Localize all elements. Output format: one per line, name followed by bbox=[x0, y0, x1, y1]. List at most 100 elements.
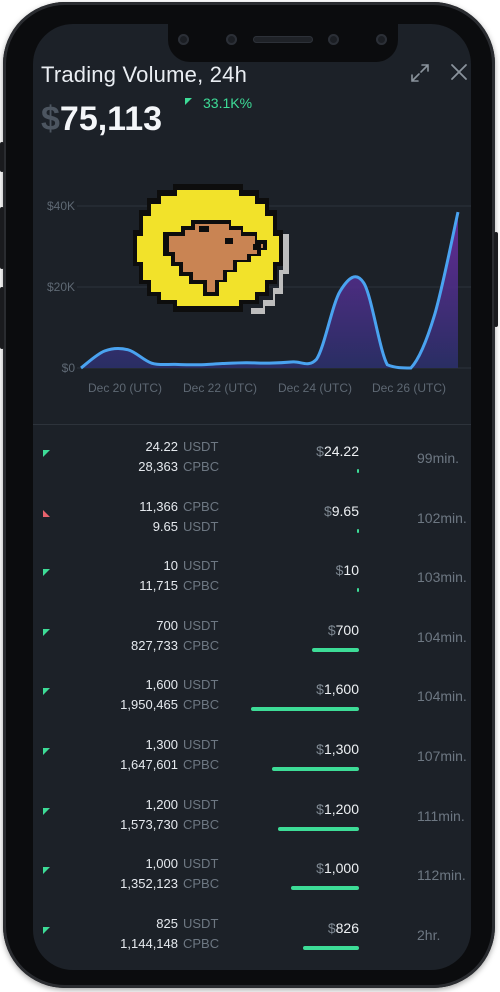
expand-icon[interactable] bbox=[409, 62, 431, 84]
trade-usd-value: $826 bbox=[328, 920, 359, 936]
top-unit: USDT bbox=[183, 558, 219, 574]
buy-arrow-icon bbox=[43, 867, 51, 875]
trade-size-bar bbox=[357, 528, 359, 533]
volume-chart: $40K $20K $0 Dec 20 (UTC) Dec 22 (UTC) Dec 2… bbox=[47, 199, 471, 395]
bottom-value: 1,950,465 bbox=[120, 697, 178, 713]
trade-usd-value: $1,000 bbox=[316, 860, 359, 876]
change-up-icon bbox=[185, 98, 192, 105]
close-icon[interactable] bbox=[449, 62, 469, 82]
buy-arrow-icon bbox=[43, 569, 51, 577]
usd-amount: 10 bbox=[343, 562, 359, 579]
x-tick-label: Dec 20 (UTC) bbox=[88, 381, 162, 395]
usd-amount: 1,600 bbox=[323, 681, 359, 698]
bottom-value: 1,144,148 bbox=[120, 935, 178, 951]
top-value: 11,366 bbox=[139, 498, 178, 514]
usd-amount: 9.65 bbox=[331, 502, 359, 519]
trade-bottom-amount: 1,352,123 CPBC bbox=[120, 876, 220, 892]
trade-time: 102min. bbox=[417, 509, 467, 526]
usd-symbol: $ bbox=[323, 502, 332, 519]
trade-time: 2hr. bbox=[417, 926, 441, 943]
front-camera-icon bbox=[376, 34, 387, 45]
trade-size-bar bbox=[357, 588, 359, 593]
y-tick-label: $20K bbox=[47, 280, 75, 294]
trade-time: 104min. bbox=[417, 628, 467, 645]
volume-up-button bbox=[0, 207, 4, 269]
bottom-value: 1,573,730 bbox=[120, 816, 178, 832]
trade-top-amount: 10 USDT bbox=[163, 558, 219, 574]
usd-symbol: $ bbox=[335, 562, 344, 579]
trade-time: 111min. bbox=[417, 807, 465, 824]
trade-time: 112min. bbox=[417, 867, 466, 884]
top-value: 1,000 bbox=[145, 856, 178, 872]
buy-arrow-icon bbox=[43, 807, 51, 816]
usd-amount: 700 bbox=[335, 621, 359, 638]
buy-arrow-icon bbox=[43, 926, 51, 935]
trade-bottom-amount: 1,950,465 CPBC bbox=[120, 697, 220, 713]
trade-top-amount: 24.22 USDT bbox=[145, 439, 219, 454]
trade-size-bar bbox=[291, 886, 359, 891]
top-unit: USDT bbox=[183, 736, 219, 752]
trade-bottom-amount: 1,573,730 CPBC bbox=[120, 816, 220, 832]
trade-top-amount: 1,300 USDT bbox=[145, 736, 219, 752]
top-value: 1,600 bbox=[145, 677, 178, 693]
volume-value: 75,113 bbox=[59, 100, 163, 138]
trade-top-amount: 700 USDT bbox=[156, 617, 219, 633]
trade-row[interactable]: 825 USDT 1,144,148 CPBC $826 2hr. bbox=[33, 907, 471, 967]
sensor-icon bbox=[328, 34, 339, 45]
capybara-coin-logo bbox=[133, 184, 289, 314]
trade-row[interactable]: 11,366 CPBC 9.65 USDT $9.65 102min. bbox=[33, 490, 471, 550]
usd-amount: 1,000 bbox=[323, 860, 359, 877]
trade-bottom-amount: 11,715 CPBC bbox=[139, 578, 220, 594]
x-tick-label: Dec 22 (UTC) bbox=[183, 381, 257, 395]
trade-usd-value: $1,300 bbox=[316, 741, 359, 757]
trade-size-bar bbox=[272, 766, 359, 771]
bottom-value: 11,715 bbox=[139, 578, 178, 594]
trade-row[interactable]: 1,000 USDT 1,352,123 CPBC $1,000 112min. bbox=[33, 847, 471, 907]
trade-row[interactable]: 1,200 USDT 1,573,730 CPBC $1,200 111min. bbox=[33, 788, 471, 848]
trade-top-amount: 825 USDT bbox=[156, 915, 219, 931]
top-unit: USDT bbox=[183, 915, 219, 931]
bottom-unit: CPBC bbox=[183, 578, 220, 594]
bottom-unit: CPBC bbox=[183, 697, 220, 713]
buy-arrow-icon bbox=[43, 628, 51, 637]
trade-row[interactable]: 10 USDT 11,715 CPBC $10 103min. bbox=[33, 549, 471, 609]
trade-row[interactable]: 24.22 USDT 28,363 CPBC $24.22 99min. bbox=[33, 430, 471, 490]
top-unit: CPBC bbox=[183, 498, 220, 514]
volume-down-button bbox=[0, 287, 4, 349]
buy-arrow-icon bbox=[43, 688, 51, 696]
bottom-value: 1,647,601 bbox=[120, 756, 178, 772]
trade-size-bar bbox=[312, 647, 359, 652]
trade-time: 103min. bbox=[417, 569, 467, 586]
usd-amount: 24.22 bbox=[323, 443, 359, 459]
top-unit: USDT bbox=[183, 796, 219, 812]
usd-amount: 1,300 bbox=[323, 740, 359, 757]
top-unit: USDT bbox=[183, 617, 219, 633]
total-volume: $75,113 bbox=[41, 100, 162, 139]
top-value: 825 bbox=[156, 915, 178, 931]
top-value: 10 bbox=[163, 558, 178, 574]
trade-usd-value: $24.22 bbox=[316, 443, 359, 459]
x-tick-label: Dec 26 (UTC) bbox=[372, 381, 446, 395]
trade-row[interactable]: 700 USDT 827,733 CPBC $700 104min. bbox=[33, 609, 471, 669]
camera-icon bbox=[226, 34, 237, 45]
top-value: 700 bbox=[156, 617, 178, 633]
sensor-icon bbox=[178, 34, 189, 45]
bottom-unit: CPBC bbox=[183, 756, 220, 772]
phone-notch bbox=[168, 24, 398, 62]
speaker-grille bbox=[253, 36, 313, 43]
usd-symbol: $ bbox=[316, 443, 324, 459]
change-percent: 33.1K% bbox=[203, 95, 253, 111]
bottom-unit: CPBC bbox=[183, 816, 220, 832]
trade-row[interactable]: 1,300 USDT 1,647,601 CPBC $1,300 107min. bbox=[33, 728, 471, 788]
top-value: 1,300 bbox=[145, 736, 178, 752]
bottom-unit: CPBC bbox=[183, 935, 220, 951]
trade-row[interactable]: 1,600 USDT 1,950,465 CPBC $1,600 104min. bbox=[33, 668, 471, 728]
top-value: 24.22 bbox=[145, 439, 178, 454]
usd-symbol: $ bbox=[316, 681, 324, 698]
buy-arrow-icon bbox=[43, 747, 51, 756]
top-unit: USDT bbox=[183, 439, 219, 454]
bottom-unit: CPBC bbox=[183, 876, 220, 892]
trade-size-bar bbox=[303, 945, 359, 950]
app-screen: Trading Volume, 24h $75,113 33.1K% $40K $… bbox=[33, 24, 471, 970]
